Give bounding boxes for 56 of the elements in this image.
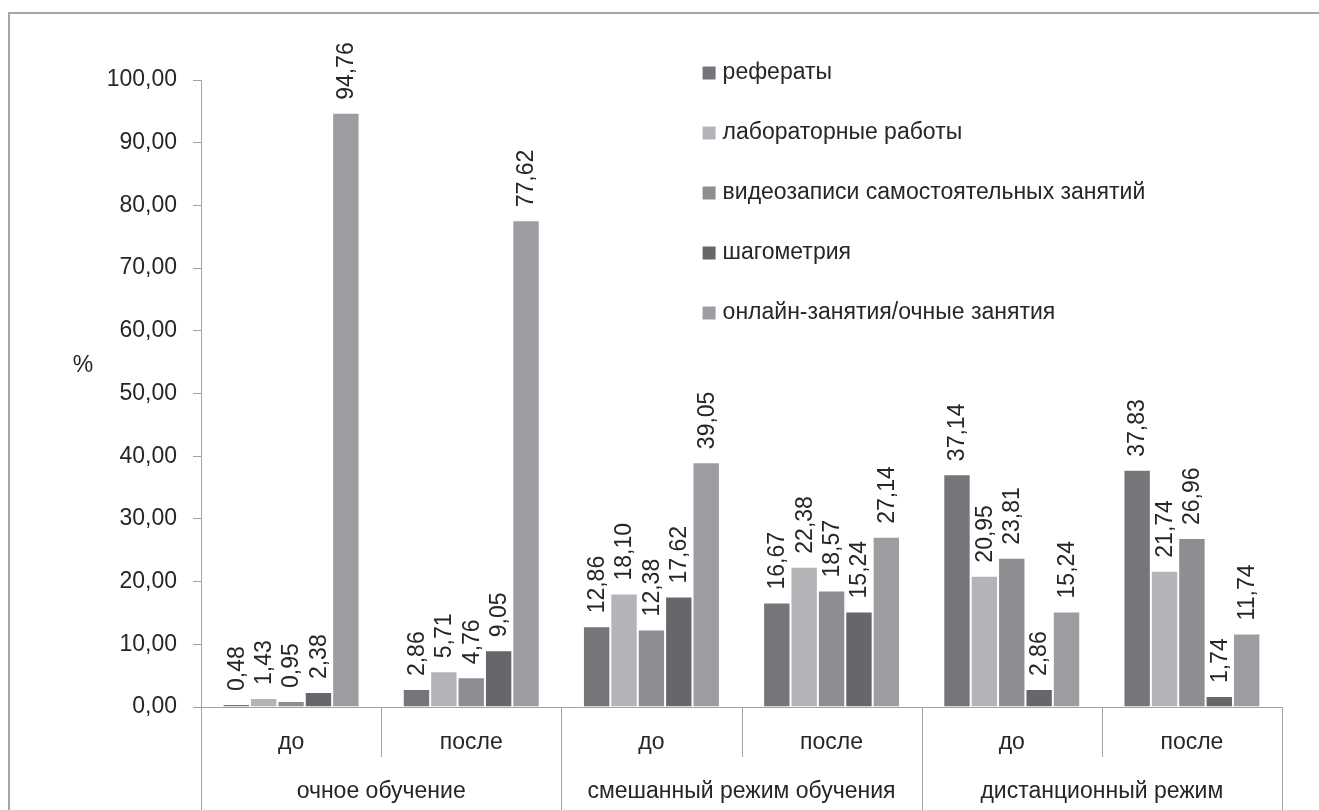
y-tick-label: 80,00 xyxy=(119,190,177,217)
x-tick-label: после xyxy=(800,728,864,755)
y-tick-label: 70,00 xyxy=(119,253,177,280)
x-tick-label: после xyxy=(1160,728,1224,755)
y-tick-label: 0,00 xyxy=(132,692,177,719)
legend-label: рефераты xyxy=(722,58,833,85)
x-tick-label: до xyxy=(998,728,1025,755)
data-label: 11,74 xyxy=(1233,564,1260,621)
y-tick-label: 40,00 xyxy=(119,441,177,468)
data-label: 77,62 xyxy=(512,149,539,208)
y-tick-label: 60,00 xyxy=(119,316,177,343)
y-tick-label: 50,00 xyxy=(119,378,177,405)
data-label: 20,95 xyxy=(970,505,997,563)
y-tick-label: 100,00 xyxy=(106,65,177,92)
y-tick-label: 90,00 xyxy=(119,128,177,155)
x-tick-label: после xyxy=(439,728,503,755)
data-label: 4,76 xyxy=(457,619,484,665)
data-label: 1,43 xyxy=(250,640,277,686)
data-label: 23,81 xyxy=(998,487,1025,545)
data-label: 2,38 xyxy=(304,634,331,680)
x-tick-label: до xyxy=(277,728,305,755)
legend-label: онлайн-занятия/очные занятия xyxy=(722,298,1056,325)
data-label: 27,14 xyxy=(872,466,899,524)
data-label: 12,86 xyxy=(582,555,609,614)
data-label: 15,24 xyxy=(1052,540,1079,599)
legend-label: шагометрия xyxy=(722,238,851,265)
data-label: 2,86 xyxy=(402,631,429,677)
y-axis-title: % xyxy=(72,350,94,377)
data-label: 0,95 xyxy=(277,643,304,689)
data-label: 0,48 xyxy=(222,646,249,691)
text: дистанционный режим xyxy=(980,777,1224,804)
data-label: 1,74 xyxy=(1205,638,1232,684)
y-tick-label: 10,00 xyxy=(119,629,177,656)
text: очное обучение xyxy=(296,777,466,804)
data-label: 37,83 xyxy=(1123,399,1150,457)
data-label: 18,57 xyxy=(817,520,844,578)
data-label: 9,05 xyxy=(484,592,511,638)
data-label: 39,05 xyxy=(692,391,719,450)
legend-label: лабораторные работы xyxy=(722,118,963,145)
data-label: 22,38 xyxy=(790,496,817,554)
data-label: 26,96 xyxy=(1178,467,1205,525)
data-label: 2,86 xyxy=(1025,631,1052,677)
data-label: 12,38 xyxy=(637,558,664,617)
x-tick-label: до xyxy=(638,728,665,755)
y-tick-label: 30,00 xyxy=(119,504,177,531)
data-label: 94,76 xyxy=(332,42,359,100)
data-label: 21,74 xyxy=(1150,499,1177,558)
data-label: 16,67 xyxy=(763,531,790,590)
data-label: 17,62 xyxy=(665,525,692,584)
y-tick-label: 20,00 xyxy=(119,566,177,593)
data-label: 18,10 xyxy=(610,522,637,581)
text: смешанный режим обучения xyxy=(587,777,896,804)
data-label: 37,14 xyxy=(943,403,970,462)
legend-label: видеозаписи самостоятельных занятий xyxy=(722,178,1146,205)
data-label: 5,71 xyxy=(430,613,457,659)
data-label: 15,24 xyxy=(845,540,872,599)
